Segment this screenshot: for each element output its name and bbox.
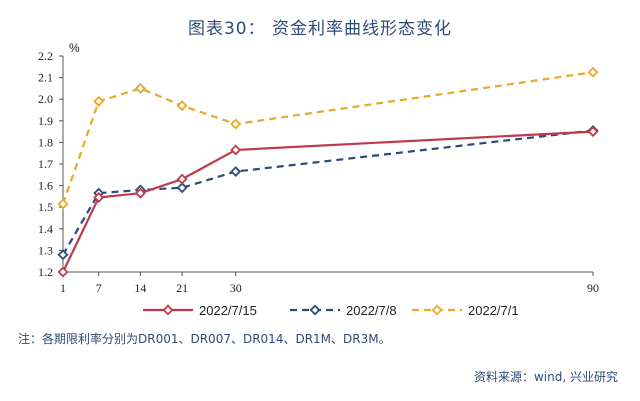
x-tick-label: 90 [587, 281, 599, 295]
y-tick-label: 1.3 [38, 243, 53, 257]
data-point [230, 166, 242, 178]
footnote: 注：各期限利率分别为DR001、DR007、DR014、DR1M、DR3M。 [18, 332, 391, 346]
y-tick-label: 2.0 [38, 92, 53, 106]
data-point [176, 182, 188, 194]
data-point [57, 266, 69, 278]
legend-label: 2022/7/8 [346, 303, 397, 318]
y-tick-label: 1.9 [38, 114, 53, 128]
y-tick-label: 1.4 [38, 222, 53, 236]
data-point [176, 100, 188, 112]
chart-title: 图表30： 资金利率曲线形态变化 [187, 19, 453, 39]
series-line-2022/7/8 [62, 129, 594, 256]
legend-marker [162, 304, 174, 316]
legend-label: 2022/7/1 [468, 303, 519, 318]
y-tick-label: 1.6 [38, 179, 53, 193]
source-note: 资料来源：wind, 兴业研究 [473, 370, 618, 384]
data-point [93, 95, 105, 107]
series-line-2022/7/1 [61, 71, 594, 205]
y-tick-label: 1.7 [38, 157, 53, 171]
y-tick-label: 2.2 [38, 49, 53, 63]
data-point [57, 249, 69, 261]
x-tick-label: 14 [134, 281, 146, 295]
y-tick-label: 1.8 [38, 135, 53, 149]
data-point [57, 198, 69, 210]
y-tick-label: 2.1 [38, 71, 53, 85]
x-tick-label: 1 [60, 281, 66, 295]
legend-label: 2022/7/15 [199, 303, 257, 318]
data-point [230, 144, 242, 156]
y-unit-label: % [69, 41, 80, 55]
data-point [230, 118, 242, 130]
data-point [587, 126, 599, 138]
data-point [176, 173, 188, 185]
data-point [587, 66, 599, 78]
data-point [93, 192, 105, 203]
y-tick-label: 1.5 [38, 200, 53, 214]
data-point [134, 187, 146, 199]
x-tick-label: 30 [230, 281, 242, 295]
x-tick-label: 7 [96, 281, 102, 295]
x-tick-label: 21 [176, 281, 188, 295]
legend-marker [309, 304, 321, 316]
legend-marker [431, 304, 443, 316]
data-point [134, 82, 146, 94]
y-tick-label: 1.2 [38, 265, 53, 279]
series-line-2022/7/15 [62, 130, 594, 273]
